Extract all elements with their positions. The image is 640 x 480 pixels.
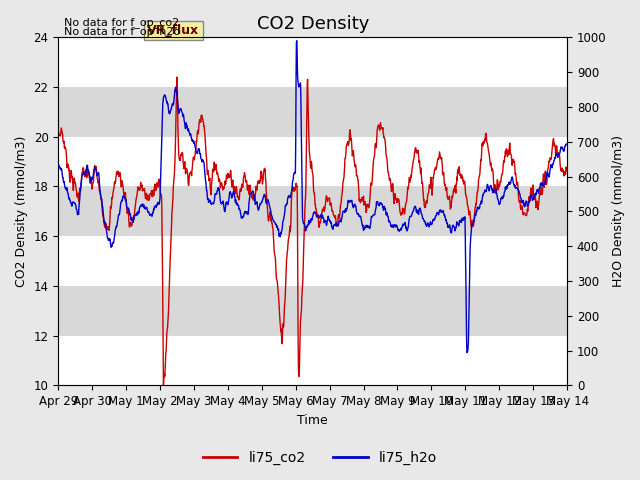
Bar <box>58 286 567 336</box>
Y-axis label: CO2 Density (mmol/m3): CO2 Density (mmol/m3) <box>15 136 28 287</box>
Text: No data for f_op_h2o: No data for f_op_h2o <box>64 26 180 37</box>
Bar <box>58 87 567 137</box>
Y-axis label: H2O Density (mmol/m3): H2O Density (mmol/m3) <box>612 135 625 288</box>
Bar <box>58 236 567 286</box>
Bar <box>58 186 567 236</box>
Bar <box>58 37 567 87</box>
Text: No data for f_op_co2: No data for f_op_co2 <box>64 17 179 28</box>
Bar <box>58 137 567 186</box>
Text: VR_flux: VR_flux <box>147 24 200 37</box>
Legend: li75_co2, li75_h2o: li75_co2, li75_h2o <box>197 445 443 471</box>
Bar <box>58 336 567 385</box>
Title: CO2 Density: CO2 Density <box>257 15 369 33</box>
X-axis label: Time: Time <box>298 414 328 427</box>
